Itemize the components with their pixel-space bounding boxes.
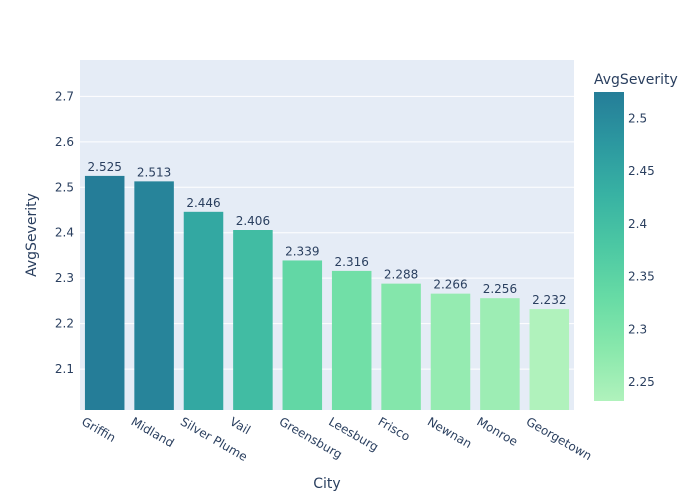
y-tick-label: 2.4 [55, 226, 74, 240]
x-tick-label: Midland [129, 414, 177, 450]
bar-value-label: 2.525 [88, 160, 122, 174]
bar[interactable] [480, 298, 520, 410]
colorbar-tick-label: 2.35 [628, 270, 655, 284]
x-tick-label: Monroe [474, 414, 520, 448]
colorbar-gradient [594, 92, 624, 401]
colorbar-tick-label: 2.4 [628, 217, 647, 231]
x-tick-label: Frisco [376, 414, 413, 443]
x-tick-label: Vail [227, 414, 252, 437]
y-tick-label: 2.5 [55, 180, 74, 194]
x-tick-label: Newnan [425, 414, 474, 450]
bar[interactable] [84, 175, 125, 410]
bar[interactable] [529, 309, 570, 410]
bar-value-label: 2.446 [186, 196, 220, 210]
y-tick-label: 2.1 [55, 362, 74, 376]
bar-value-label: 2.266 [433, 278, 467, 292]
bar[interactable] [381, 283, 421, 410]
bar-value-labels: 2.525 2.513 2.446 2.406 2.339 2.316 2.288 2.266… [88, 160, 567, 307]
bar-value-label: 2.406 [236, 214, 270, 228]
bar-value-label: 2.288 [384, 268, 418, 282]
y-tick-label: 2.7 [55, 89, 74, 103]
colorbar-tick-label: 2.5 [628, 111, 647, 125]
colorbar-tick-label: 2.3 [628, 322, 647, 336]
y-axis-ticks: 2.1 2.2 2.3 2.4 2.5 2.6 2.7 [55, 89, 74, 376]
colorbar-title: AvgSeverity [594, 72, 678, 88]
y-axis-title: AvgSeverity [24, 193, 40, 277]
bar-value-label: 2.232 [532, 293, 566, 307]
bar[interactable] [430, 293, 471, 410]
bar-value-label: 2.513 [137, 165, 171, 179]
y-tick-label: 2.3 [55, 271, 74, 285]
colorbar-ticks: 2.25 2.3 2.35 2.4 2.45 2.5 [628, 111, 655, 389]
y-tick-label: 2.6 [55, 135, 74, 149]
bar[interactable] [331, 270, 372, 410]
colorbar-tick-label: 2.45 [628, 164, 655, 178]
colorbar-tick-label: 2.25 [628, 375, 655, 389]
bar-series [84, 175, 570, 410]
bar[interactable] [282, 260, 323, 410]
y-tick-label: 2.2 [55, 317, 74, 331]
colorbar: AvgSeverity 2.25 2.3 2.35 2.4 2.45 2.5 [594, 72, 678, 401]
x-axis-title: City [313, 476, 340, 492]
bar-value-label: 2.256 [483, 282, 517, 296]
x-tick-label: Georgetown [524, 414, 594, 463]
bar[interactable] [183, 211, 224, 410]
bar-value-label: 2.316 [335, 255, 369, 269]
x-tick-label: Griffin [79, 414, 118, 445]
bar[interactable] [134, 181, 174, 410]
bar[interactable] [233, 230, 273, 410]
bar-value-label: 2.339 [285, 244, 319, 258]
